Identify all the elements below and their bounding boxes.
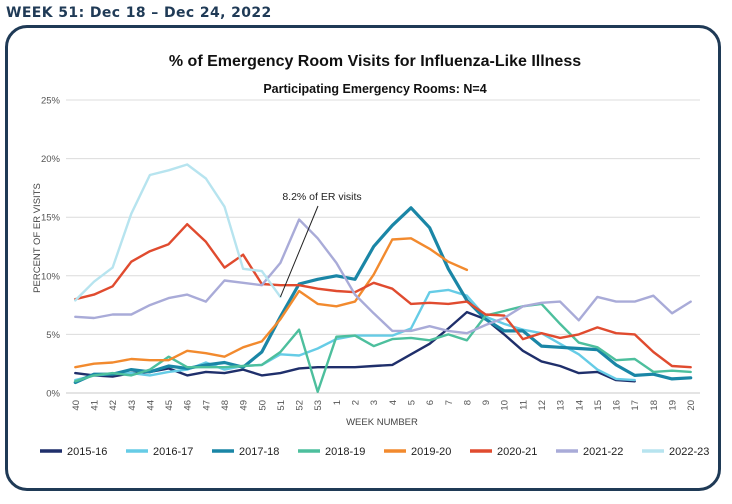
page-header: WEEK 51: Dec 18 – Dec 24, 2022 <box>6 5 272 21</box>
legend-label: 2016-17 <box>153 446 193 458</box>
series-line-2019-20 <box>74 237 469 369</box>
x-tick-label: 7 <box>444 400 455 405</box>
x-axis-label: WEEK NUMBER <box>346 417 418 428</box>
x-tick-label: 41 <box>89 400 100 411</box>
legend-label: 2017-18 <box>239 446 279 458</box>
x-tick-label: 51 <box>276 400 287 411</box>
x-tick-label: 2 <box>351 400 362 405</box>
x-tick-label: 42 <box>108 400 119 411</box>
x-tick-label: 52 <box>295 400 306 411</box>
y-tick-label: 20% <box>41 154 61 165</box>
y-tick-label: 5% <box>46 330 60 341</box>
x-tick-label: 5 <box>406 400 417 405</box>
grid-lines <box>66 99 700 394</box>
legend-label: 2022-23 <box>669 446 709 458</box>
x-tick-label: 14 <box>574 400 585 411</box>
series-line-2018-19 <box>74 302 692 393</box>
x-tick-label: 47 <box>201 400 212 411</box>
x-tick-label: 40 <box>71 400 82 411</box>
x-tick-label: 1 <box>332 400 343 405</box>
x-tick-label: 18 <box>649 400 660 411</box>
x-tick-label: 10 <box>500 400 511 411</box>
series-line-2020-21 <box>74 223 692 369</box>
x-tick-label: 11 <box>518 400 529 410</box>
x-tick-label: 50 <box>257 400 268 411</box>
x-tick-label: 48 <box>220 400 231 411</box>
x-tick-label: 49 <box>239 400 250 411</box>
x-tick-label: 3 <box>369 400 380 405</box>
x-axis-ticks: 40 41 42 43 44 45 46 47 48 49 50 51 52 53 1 2 3 4 5 6 7 8 9 10 1… <box>71 400 697 411</box>
chart-frame <box>5 25 721 491</box>
series-line-2017-18 <box>73 206 693 385</box>
series-lines <box>73 163 693 393</box>
chart-title: % of Emergency Room Visits for Influenza… <box>169 53 581 70</box>
legend: 2015-16 2016-17 2017-18 2018-19 2019-20 2020-… <box>40 446 709 458</box>
x-tick-label: 6 <box>425 400 436 405</box>
series-line-2022-23 <box>74 163 282 302</box>
legend-label: 2021-22 <box>583 446 623 458</box>
x-tick-label: 9 <box>481 400 492 405</box>
legend-label: 2020-21 <box>497 446 537 458</box>
annotation: 8.2% of ER visits <box>279 191 362 298</box>
x-tick-label: 13 <box>556 400 567 411</box>
x-tick-label: 16 <box>612 400 623 411</box>
legend-label: 2019-20 <box>411 446 451 458</box>
x-tick-label: 46 <box>183 400 194 411</box>
chart-subtitle: Participating Emergency Rooms: N=4 <box>263 82 486 96</box>
x-tick-label: 43 <box>127 400 138 411</box>
y-tick-label: 15% <box>41 213 61 224</box>
annotation-label: 8.2% of ER visits <box>282 191 361 203</box>
x-tick-label: 45 <box>164 400 175 411</box>
y-tick-label: 0% <box>46 389 60 400</box>
x-tick-label: 44 <box>145 400 156 411</box>
legend-label: 2015-16 <box>67 446 107 458</box>
x-tick-label: 17 <box>630 400 641 411</box>
y-tick-label: 10% <box>41 271 61 282</box>
x-tick-label: 4 <box>388 400 399 405</box>
x-tick-label: 53 <box>313 400 324 411</box>
series-line-2015-16 <box>74 310 636 383</box>
x-tick-label: 12 <box>537 400 548 411</box>
y-axis-ticks: 0% 5% 10% 15% 20% 25% <box>41 96 61 400</box>
x-tick-label: 15 <box>593 400 604 411</box>
series-line-2021-22 <box>74 218 692 335</box>
y-axis-label: PERCENT OF ER VISITS <box>32 183 43 293</box>
x-tick-label: 20 <box>686 400 697 411</box>
x-tick-label: 8 <box>462 400 473 405</box>
annotation-pointer <box>279 205 319 298</box>
legend-label: 2018-19 <box>325 446 365 458</box>
y-tick-label: 25% <box>41 96 61 107</box>
x-tick-label: 19 <box>668 400 679 411</box>
